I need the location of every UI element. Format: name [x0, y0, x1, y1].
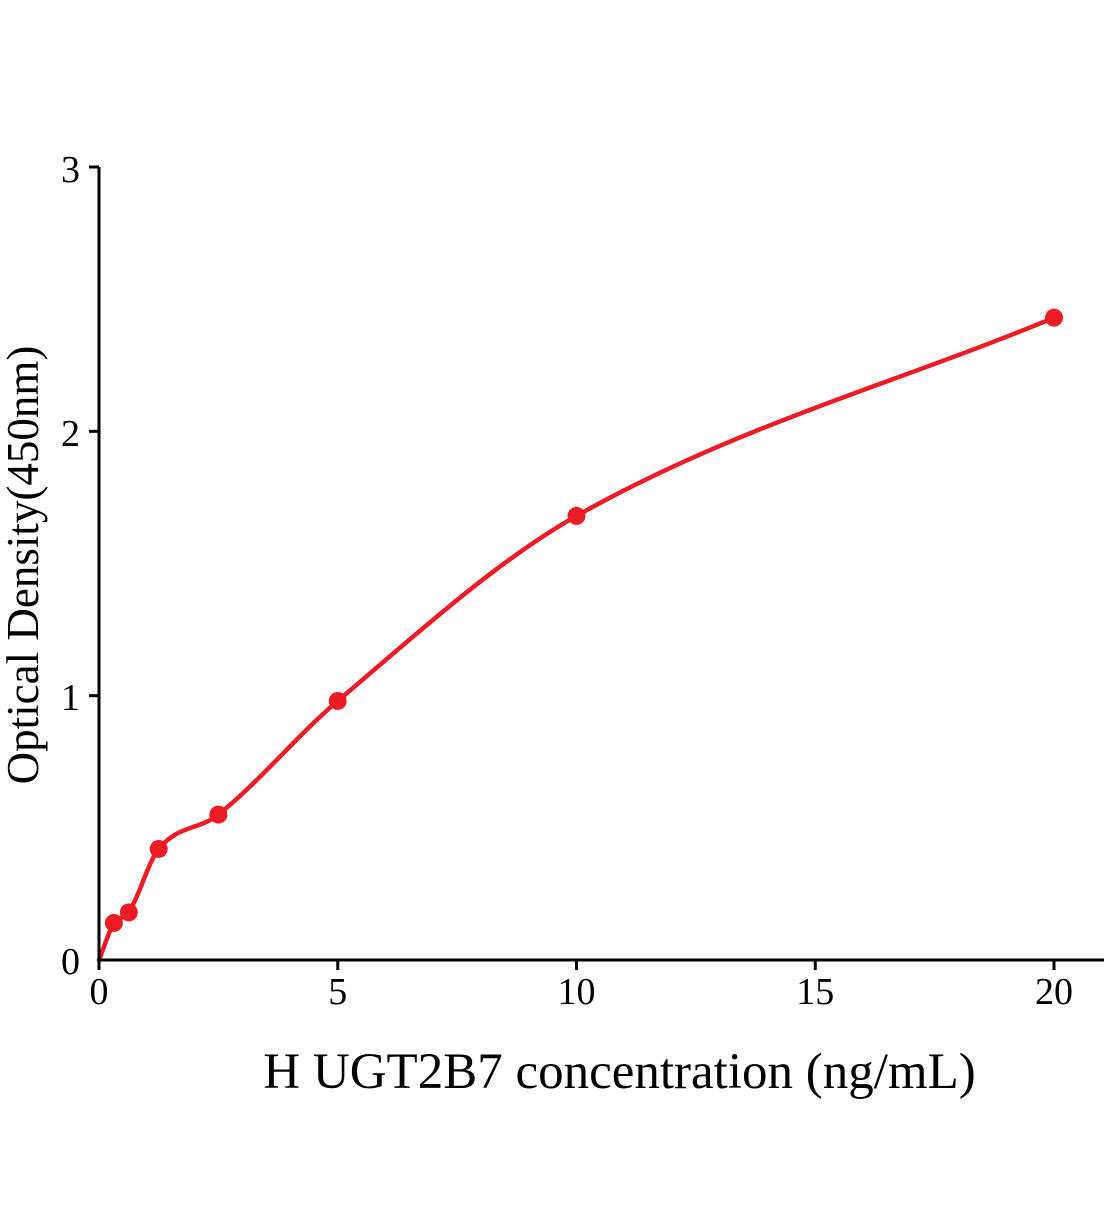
- svg-text:0: 0: [61, 941, 80, 983]
- svg-text:H UGT2B7 concentration (ng/mL): H UGT2B7 concentration (ng/mL): [263, 1044, 975, 1100]
- svg-text:0: 0: [90, 971, 109, 1013]
- svg-text:10: 10: [558, 971, 596, 1013]
- svg-text:3: 3: [61, 149, 80, 191]
- svg-text:1: 1: [61, 677, 80, 719]
- svg-text:2: 2: [61, 413, 80, 455]
- svg-text:5: 5: [328, 971, 347, 1013]
- svg-text:15: 15: [796, 971, 834, 1013]
- svg-text:Optical Density(450nm): Optical Density(450nm): [0, 346, 48, 785]
- svg-text:20: 20: [1035, 971, 1073, 1013]
